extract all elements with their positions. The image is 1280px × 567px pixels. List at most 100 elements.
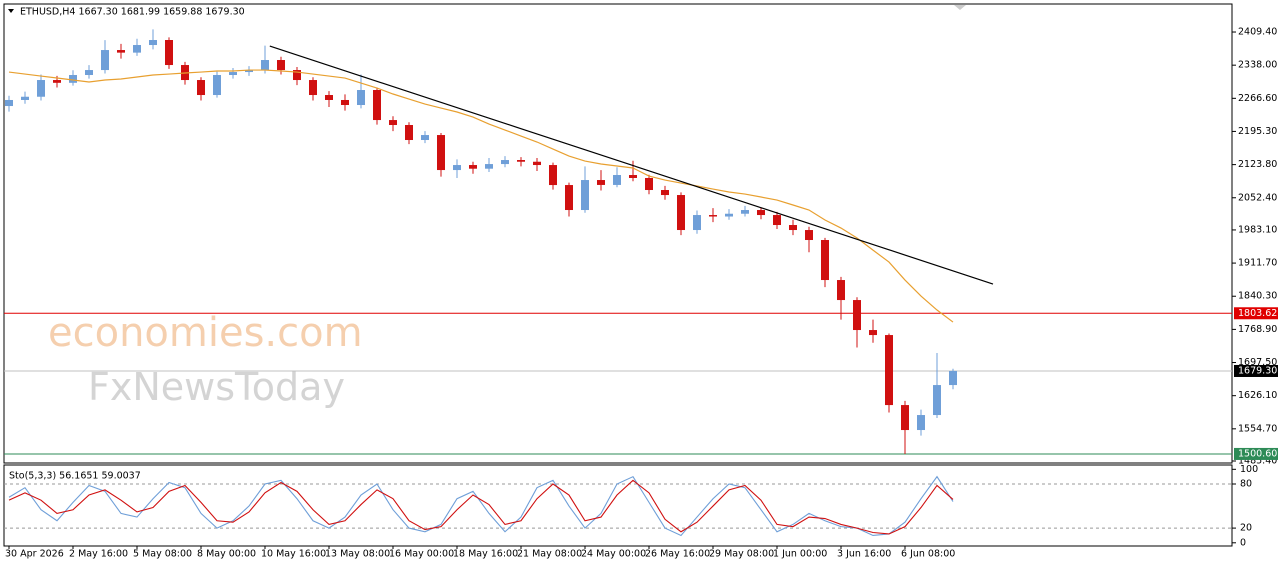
y-tick-label: 2052.40 [1238, 192, 1277, 203]
price-label: 1803.62 [1238, 308, 1277, 319]
candle-body [37, 80, 45, 97]
x-tick-label: 2 May 16:00 [69, 549, 128, 560]
price-label-bg [1234, 447, 1278, 460]
watermark: economies.com [48, 310, 363, 356]
x-tick-label: 29 May 08:00 [709, 549, 774, 560]
candle-body [453, 165, 461, 171]
candle-body [565, 185, 573, 211]
candle-body [901, 405, 909, 431]
candle-body [245, 70, 253, 73]
y-tick-label: 80 [1240, 479, 1252, 490]
candle-body [933, 385, 941, 416]
candle-body [949, 370, 957, 386]
candle-body [293, 70, 301, 81]
x-tick-label: 1 Jun 00:00 [773, 549, 827, 560]
x-tick-label: 6 Jun 08:00 [901, 549, 955, 560]
candle-body [309, 80, 317, 96]
x-tick-label: 21 May 08:00 [517, 549, 582, 560]
candle-body [405, 125, 413, 141]
candle-body [741, 210, 749, 214]
chart-title: ETHUSD,H4 1667.30 1681.99 1659.88 1679.3… [20, 7, 245, 18]
menu-arrow [8, 9, 14, 13]
candle-body [485, 164, 493, 169]
candle-body [501, 160, 509, 165]
candle-body [549, 165, 557, 186]
candle-body [517, 160, 525, 162]
candle-body [229, 72, 237, 76]
price-label: 1500.60 [1238, 448, 1277, 459]
candle-body [197, 80, 205, 96]
y-tick-label: 1626.10 [1238, 390, 1277, 401]
x-tick-label: 16 May 00:00 [389, 549, 454, 560]
candle-body [709, 215, 717, 217]
candle-body [5, 99, 13, 107]
candle-body [629, 175, 637, 178]
candle-body [581, 180, 589, 211]
y-tick-label: 1554.70 [1238, 423, 1277, 434]
candle-body [885, 335, 893, 406]
y-tick-label: 2338.00 [1238, 60, 1277, 71]
candle-body [165, 40, 173, 66]
candle-body [773, 215, 781, 226]
candle-body [389, 120, 397, 126]
candle-body [341, 99, 349, 106]
candle-body [533, 161, 541, 166]
candle-body [917, 415, 925, 431]
y-tick-label: 1840.30 [1238, 291, 1277, 302]
stoch-title: Sto(5,3,3) 56.1651 59.0037 [9, 471, 141, 482]
candle-body [661, 190, 669, 196]
x-tick-label: 26 May 16:00 [645, 549, 710, 560]
x-tick-label: 3 Jun 16:00 [837, 549, 891, 560]
watermark: FxNewsToday [88, 365, 345, 409]
y-tick-label: 1485.40 [1238, 456, 1277, 467]
x-tick-label: 30 Apr 2026 [5, 549, 64, 560]
y-tick-label: 1983.10 [1238, 224, 1277, 235]
y-tick-label: 0 [1240, 537, 1246, 548]
y-tick-label: 20 [1240, 523, 1252, 534]
stoch-pane-frame [3, 464, 1233, 547]
candle-body [693, 215, 701, 231]
price-label: 1679.30 [1238, 365, 1277, 376]
y-tick-label: 2123.80 [1238, 159, 1277, 170]
x-tick-label: 10 May 16:00 [261, 549, 326, 560]
y-tick-label: 1768.90 [1238, 324, 1277, 335]
candle-body [853, 300, 861, 331]
y-tick-label: 1697.50 [1238, 357, 1277, 368]
candle-body [261, 60, 269, 71]
candle-body [101, 50, 109, 71]
candle-body [677, 195, 685, 231]
moving-average [8, 69, 954, 323]
candle-body [869, 330, 877, 336]
candle-body [837, 280, 845, 301]
y-tick-label: 100 [1240, 464, 1258, 475]
candle-body [21, 96, 29, 100]
stoch-line [8, 475, 954, 537]
trend-line [269, 45, 994, 285]
candle-body [325, 95, 333, 100]
candle-body [725, 213, 733, 217]
candle-body [53, 80, 61, 83]
x-tick-label: 8 May 00:00 [197, 549, 256, 560]
y-tick-label: 2409.40 [1238, 27, 1277, 38]
candle-body [149, 40, 157, 46]
x-tick-label: 5 May 08:00 [133, 549, 192, 560]
candle-body [645, 177, 653, 191]
candle-body [805, 230, 813, 241]
x-tick-label: 13 May 08:00 [325, 549, 390, 560]
candle-body [69, 75, 77, 83]
x-tick-label: 18 May 16:00 [453, 549, 518, 560]
candle-body [421, 135, 429, 141]
candle-body [757, 210, 765, 216]
candle-body [613, 175, 621, 185]
x-tick-label: 24 May 00:00 [581, 549, 646, 560]
price-label-bg [1234, 307, 1278, 320]
y-tick-label: 2195.30 [1238, 126, 1277, 137]
candle-body [597, 180, 605, 185]
candle-body [469, 165, 477, 169]
y-tick-label: 1911.70 [1238, 258, 1277, 269]
candle-body [437, 135, 445, 171]
shift-marker [954, 5, 966, 10]
candle-body [373, 90, 381, 121]
candle-body [277, 60, 285, 71]
